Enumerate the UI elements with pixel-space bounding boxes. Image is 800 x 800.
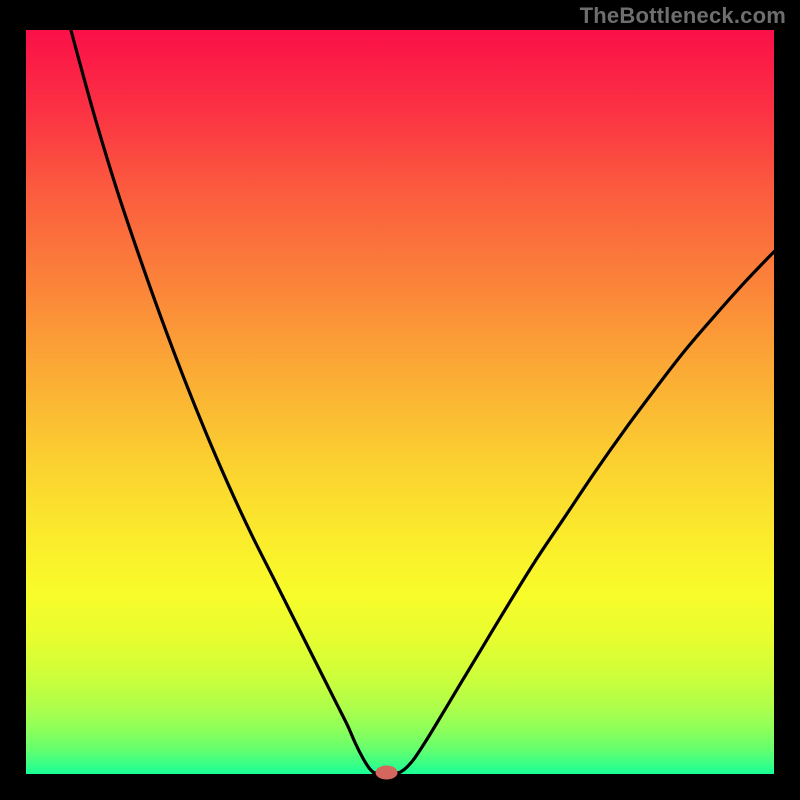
chart-background-gradient <box>26 30 774 774</box>
optimal-point-marker <box>376 766 398 780</box>
watermark-text: TheBottleneck.com <box>580 3 786 29</box>
bottleneck-chart <box>0 0 800 800</box>
